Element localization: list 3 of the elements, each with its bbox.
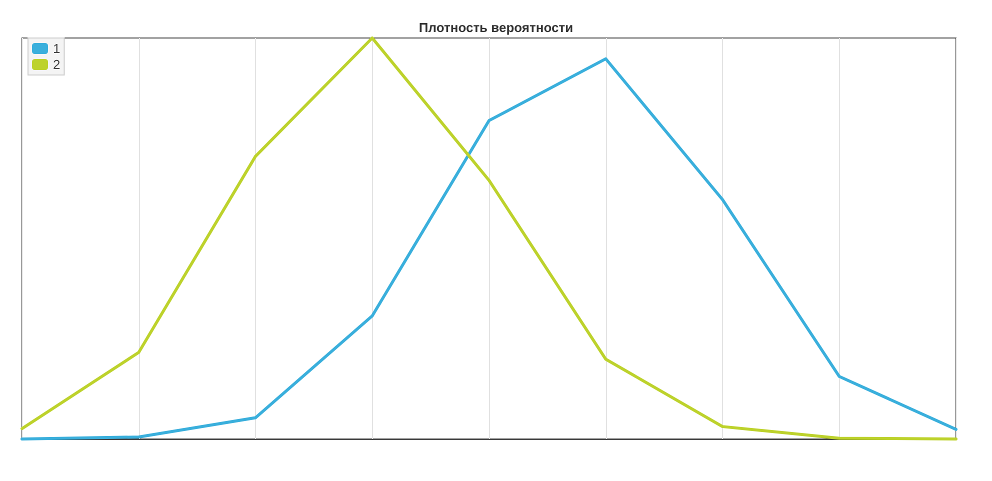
- legend-label: 1: [53, 41, 60, 56]
- chart-title: Плотность вероятности: [418, 20, 574, 35]
- legend-label: 2: [53, 57, 60, 72]
